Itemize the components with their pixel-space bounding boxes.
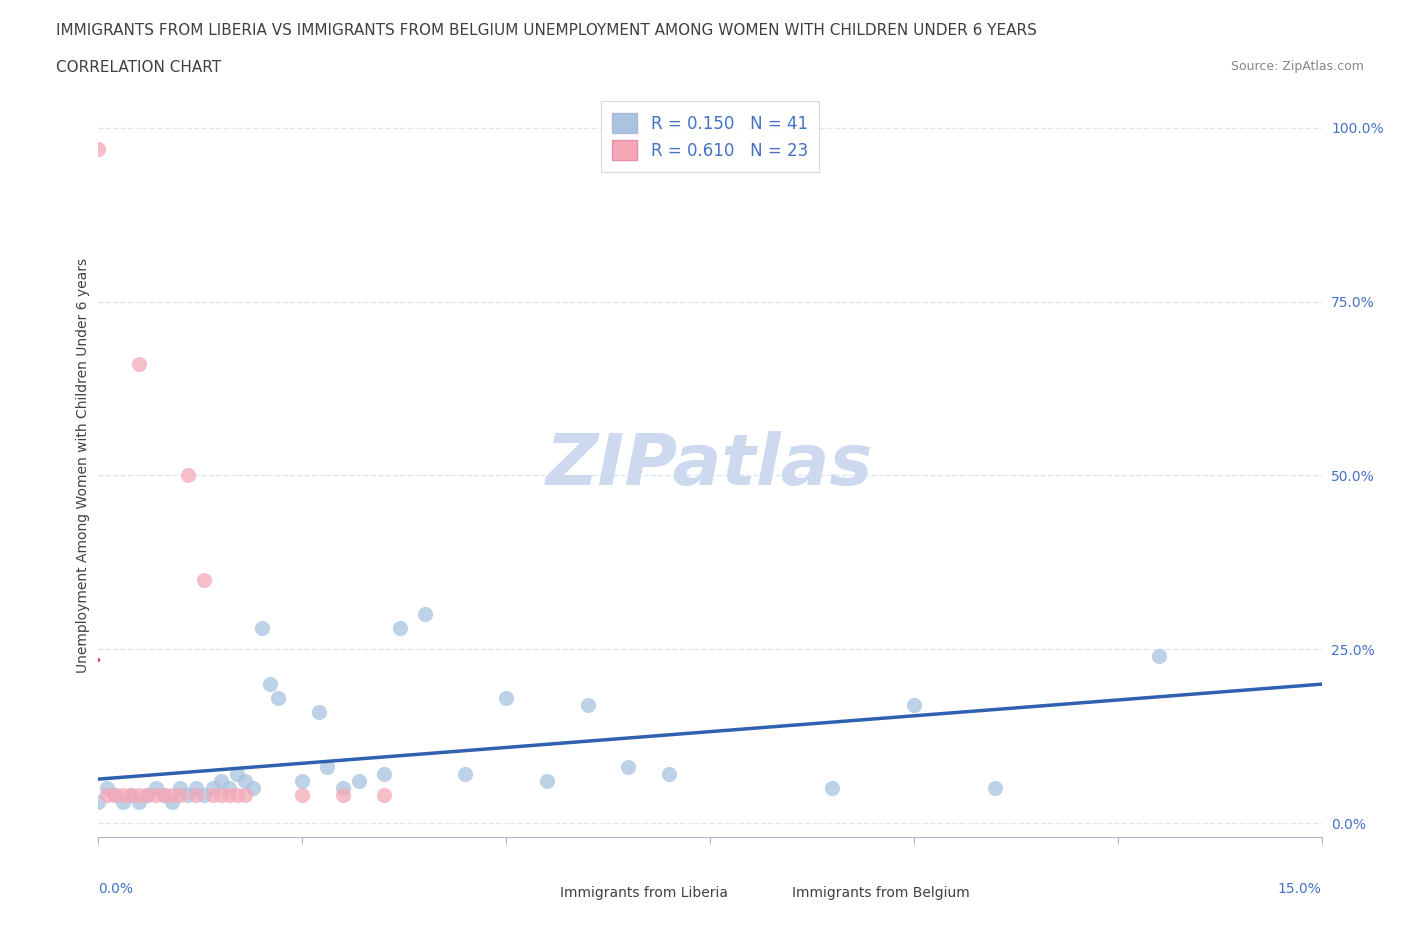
Point xyxy=(177,468,200,483)
Point xyxy=(111,795,134,810)
Point xyxy=(332,781,354,796)
Point xyxy=(104,788,127,803)
Point xyxy=(349,774,371,789)
Text: Immigrants from Belgium: Immigrants from Belgium xyxy=(792,885,970,900)
Point xyxy=(209,774,232,789)
Point xyxy=(658,767,681,782)
Point xyxy=(291,788,314,803)
Point xyxy=(128,788,150,803)
Text: ZIPatlas: ZIPatlas xyxy=(547,431,873,499)
Point xyxy=(145,781,167,796)
Point xyxy=(96,781,118,796)
Point xyxy=(128,795,150,810)
Text: IMMIGRANTS FROM LIBERIA VS IMMIGRANTS FROM BELGIUM UNEMPLOYMENT AMONG WOMEN WITH: IMMIGRANTS FROM LIBERIA VS IMMIGRANTS FR… xyxy=(56,23,1038,38)
Point xyxy=(259,677,281,692)
Text: CORRELATION CHART: CORRELATION CHART xyxy=(56,60,221,75)
Point xyxy=(160,795,183,810)
Point xyxy=(120,788,142,803)
Point xyxy=(233,774,256,789)
Point xyxy=(373,767,395,782)
Point xyxy=(186,788,208,803)
Text: Immigrants from Liberia: Immigrants from Liberia xyxy=(560,885,727,900)
Text: 0.0%: 0.0% xyxy=(98,882,134,896)
Point xyxy=(169,781,191,796)
Point xyxy=(152,788,174,803)
Point xyxy=(136,788,159,803)
Point xyxy=(120,788,142,803)
Point xyxy=(87,141,110,156)
Point xyxy=(218,788,240,803)
Point xyxy=(903,698,925,712)
Point xyxy=(145,788,167,803)
Point xyxy=(389,621,412,636)
Point xyxy=(201,781,224,796)
Point xyxy=(169,788,191,803)
Point xyxy=(308,704,330,719)
Point xyxy=(193,572,215,587)
Y-axis label: Unemployment Among Women with Children Under 6 years: Unemployment Among Women with Children U… xyxy=(76,258,90,672)
Text: Source: ZipAtlas.com: Source: ZipAtlas.com xyxy=(1230,60,1364,73)
Point xyxy=(136,788,159,803)
Point xyxy=(177,788,200,803)
Point xyxy=(576,698,599,712)
Point xyxy=(96,788,118,803)
Point xyxy=(233,788,256,803)
Point xyxy=(821,781,844,796)
Point xyxy=(111,788,134,803)
Point xyxy=(218,781,240,796)
Point xyxy=(242,781,264,796)
Point xyxy=(1147,649,1170,664)
Point xyxy=(413,607,436,622)
Point xyxy=(104,788,127,803)
Point xyxy=(315,760,337,775)
FancyBboxPatch shape xyxy=(526,885,554,900)
Point xyxy=(160,788,183,803)
Point xyxy=(291,774,314,789)
Point xyxy=(617,760,640,775)
Legend: R = 0.150   N = 41, R = 0.610   N = 23: R = 0.150 N = 41, R = 0.610 N = 23 xyxy=(600,101,820,172)
Point xyxy=(186,781,208,796)
Text: 15.0%: 15.0% xyxy=(1278,882,1322,896)
Point xyxy=(332,788,354,803)
FancyBboxPatch shape xyxy=(759,885,786,900)
Point xyxy=(152,788,174,803)
Point xyxy=(193,788,215,803)
Point xyxy=(454,767,477,782)
Point xyxy=(209,788,232,803)
Point xyxy=(128,357,150,372)
Point xyxy=(250,621,273,636)
Point xyxy=(87,795,110,810)
Point xyxy=(201,788,224,803)
Point xyxy=(536,774,558,789)
Point xyxy=(267,690,290,705)
Point xyxy=(495,690,517,705)
Point xyxy=(226,767,249,782)
Point xyxy=(373,788,395,803)
Point xyxy=(226,788,249,803)
Point xyxy=(984,781,1007,796)
